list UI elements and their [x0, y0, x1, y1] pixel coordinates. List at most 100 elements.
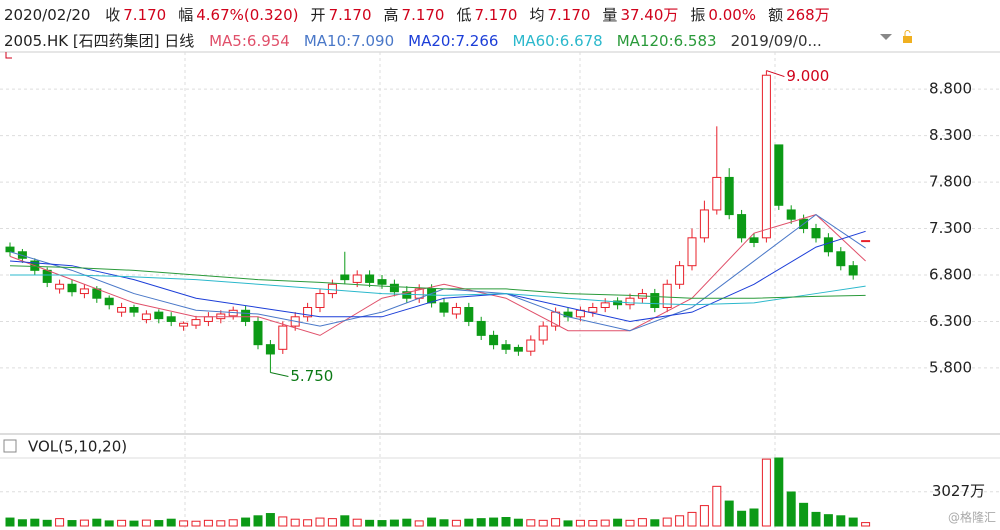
volume-bar: [327, 518, 337, 527]
candle-body: [203, 316, 213, 322]
candle-body: [823, 237, 833, 253]
ma-line: [10, 274, 866, 306]
watermark: @格隆汇: [948, 510, 996, 525]
ma-line: [9, 230, 866, 322]
volume-bar: [278, 516, 288, 527]
candle-body: [327, 283, 337, 295]
legend-entry: MA5:6.954: [209, 32, 290, 50]
candle-body: [786, 209, 796, 220]
candle-body: [166, 316, 176, 322]
volume-bar: [712, 485, 722, 527]
lock-icon: [904, 30, 911, 36]
stock-name: 2005.HK [石四药集团] 日线: [4, 32, 195, 50]
annotation: 5.750: [290, 367, 333, 385]
candle-body: [352, 274, 362, 283]
volume-bar: [489, 517, 499, 527]
volume-bar: [637, 518, 647, 527]
candle-body: [241, 309, 251, 322]
volume-bar: [129, 520, 139, 527]
candle-body: [749, 237, 759, 243]
volume-bar: [427, 517, 437, 527]
quote-label: 额: [768, 6, 784, 24]
quote-value: 7.170: [123, 6, 167, 24]
quote-label: 幅: [178, 6, 194, 24]
volume-bar: [600, 519, 610, 527]
legend-entry: MA20:7.266: [408, 32, 499, 50]
dropdown-icon[interactable]: [880, 34, 892, 40]
volume-bar: [799, 502, 809, 527]
volume-bar: [5, 517, 15, 527]
candle-body: [501, 344, 511, 350]
candle-body: [513, 346, 523, 352]
volume-bar: [191, 520, 201, 527]
range-start: 2019/09/0...: [730, 32, 822, 50]
candle-body: [55, 283, 65, 290]
volume-bar: [241, 517, 251, 527]
volume-bar: [451, 519, 461, 527]
volume-bar: [389, 519, 399, 527]
candle-body: [724, 176, 734, 216]
quote-value: 0.00%: [708, 6, 757, 24]
candle-body: [662, 283, 672, 309]
annotation-leader: [766, 70, 785, 78]
candle-body: [389, 283, 399, 293]
candle-body: [104, 297, 114, 306]
candle-body: [625, 297, 635, 306]
candle-body: [340, 274, 350, 281]
volume-bar: [526, 519, 536, 527]
volume-bar: [737, 510, 747, 527]
volume-bar: [117, 519, 127, 527]
legend-entry: MA60:6.678: [512, 32, 603, 50]
lock-icon[interactable]: [903, 36, 912, 43]
volume-bar: [836, 515, 846, 527]
quote-value: 7.170: [401, 6, 445, 24]
volume-bar: [513, 518, 523, 527]
candle-body: [67, 283, 77, 293]
y-tick-label: 6.300: [929, 312, 972, 330]
toggle-icon[interactable]: [3, 439, 17, 453]
volume-bar: [315, 517, 325, 527]
volume-bar: [439, 519, 449, 527]
volume-bar: [464, 518, 474, 527]
indicator-header: 2005.HK [石四药集团] 日线 MA5:6.954 MA10:7.090 MA…: [4, 30, 825, 51]
volume-bar: [823, 514, 833, 527]
y-tick-label: 8.800: [929, 80, 972, 98]
candle-body: [588, 307, 598, 313]
volume-bar: [42, 519, 52, 527]
quote-value: 7.170: [328, 6, 372, 24]
y-tick-label: 7.800: [929, 173, 972, 191]
quote-label: 开: [310, 6, 326, 24]
candle-body: [737, 214, 747, 239]
y-tick-label: 8.300: [929, 126, 972, 144]
candle-body: [129, 307, 139, 313]
quote-header: 2020/02/20 收 7.170 幅 4.67%(0.320) 开 7.170 高 7.1…: [4, 4, 842, 25]
volume-bar: [228, 519, 238, 527]
volume-bar: [613, 518, 623, 527]
volume-bar: [179, 520, 189, 527]
quote-value: 7.170: [474, 6, 518, 24]
volume-bar: [687, 511, 697, 527]
volume-bar: [104, 520, 114, 527]
volume-bar: [141, 519, 151, 527]
candle-body: [365, 274, 375, 283]
volume-bar: [154, 520, 164, 527]
volume-bar: [303, 519, 313, 527]
volume-bar: [551, 518, 561, 527]
annotation-leader: [270, 372, 289, 378]
ma-line: [9, 214, 866, 336]
candle-body: [774, 144, 784, 206]
candle-body: [761, 74, 771, 239]
volume-bar: [402, 518, 412, 527]
volume-bar: [761, 458, 771, 527]
candle-body: [699, 209, 709, 239]
candle-body: [5, 246, 15, 253]
candle-body: [191, 319, 201, 326]
corner-mark: [5, 52, 12, 59]
quote-label: 量: [602, 6, 618, 24]
vertical-grid: [184, 52, 776, 528]
volume-bar: [253, 515, 263, 527]
candle-body: [179, 322, 189, 327]
y-tick-label: 6.800: [929, 265, 972, 283]
volume-bar: [662, 517, 672, 527]
